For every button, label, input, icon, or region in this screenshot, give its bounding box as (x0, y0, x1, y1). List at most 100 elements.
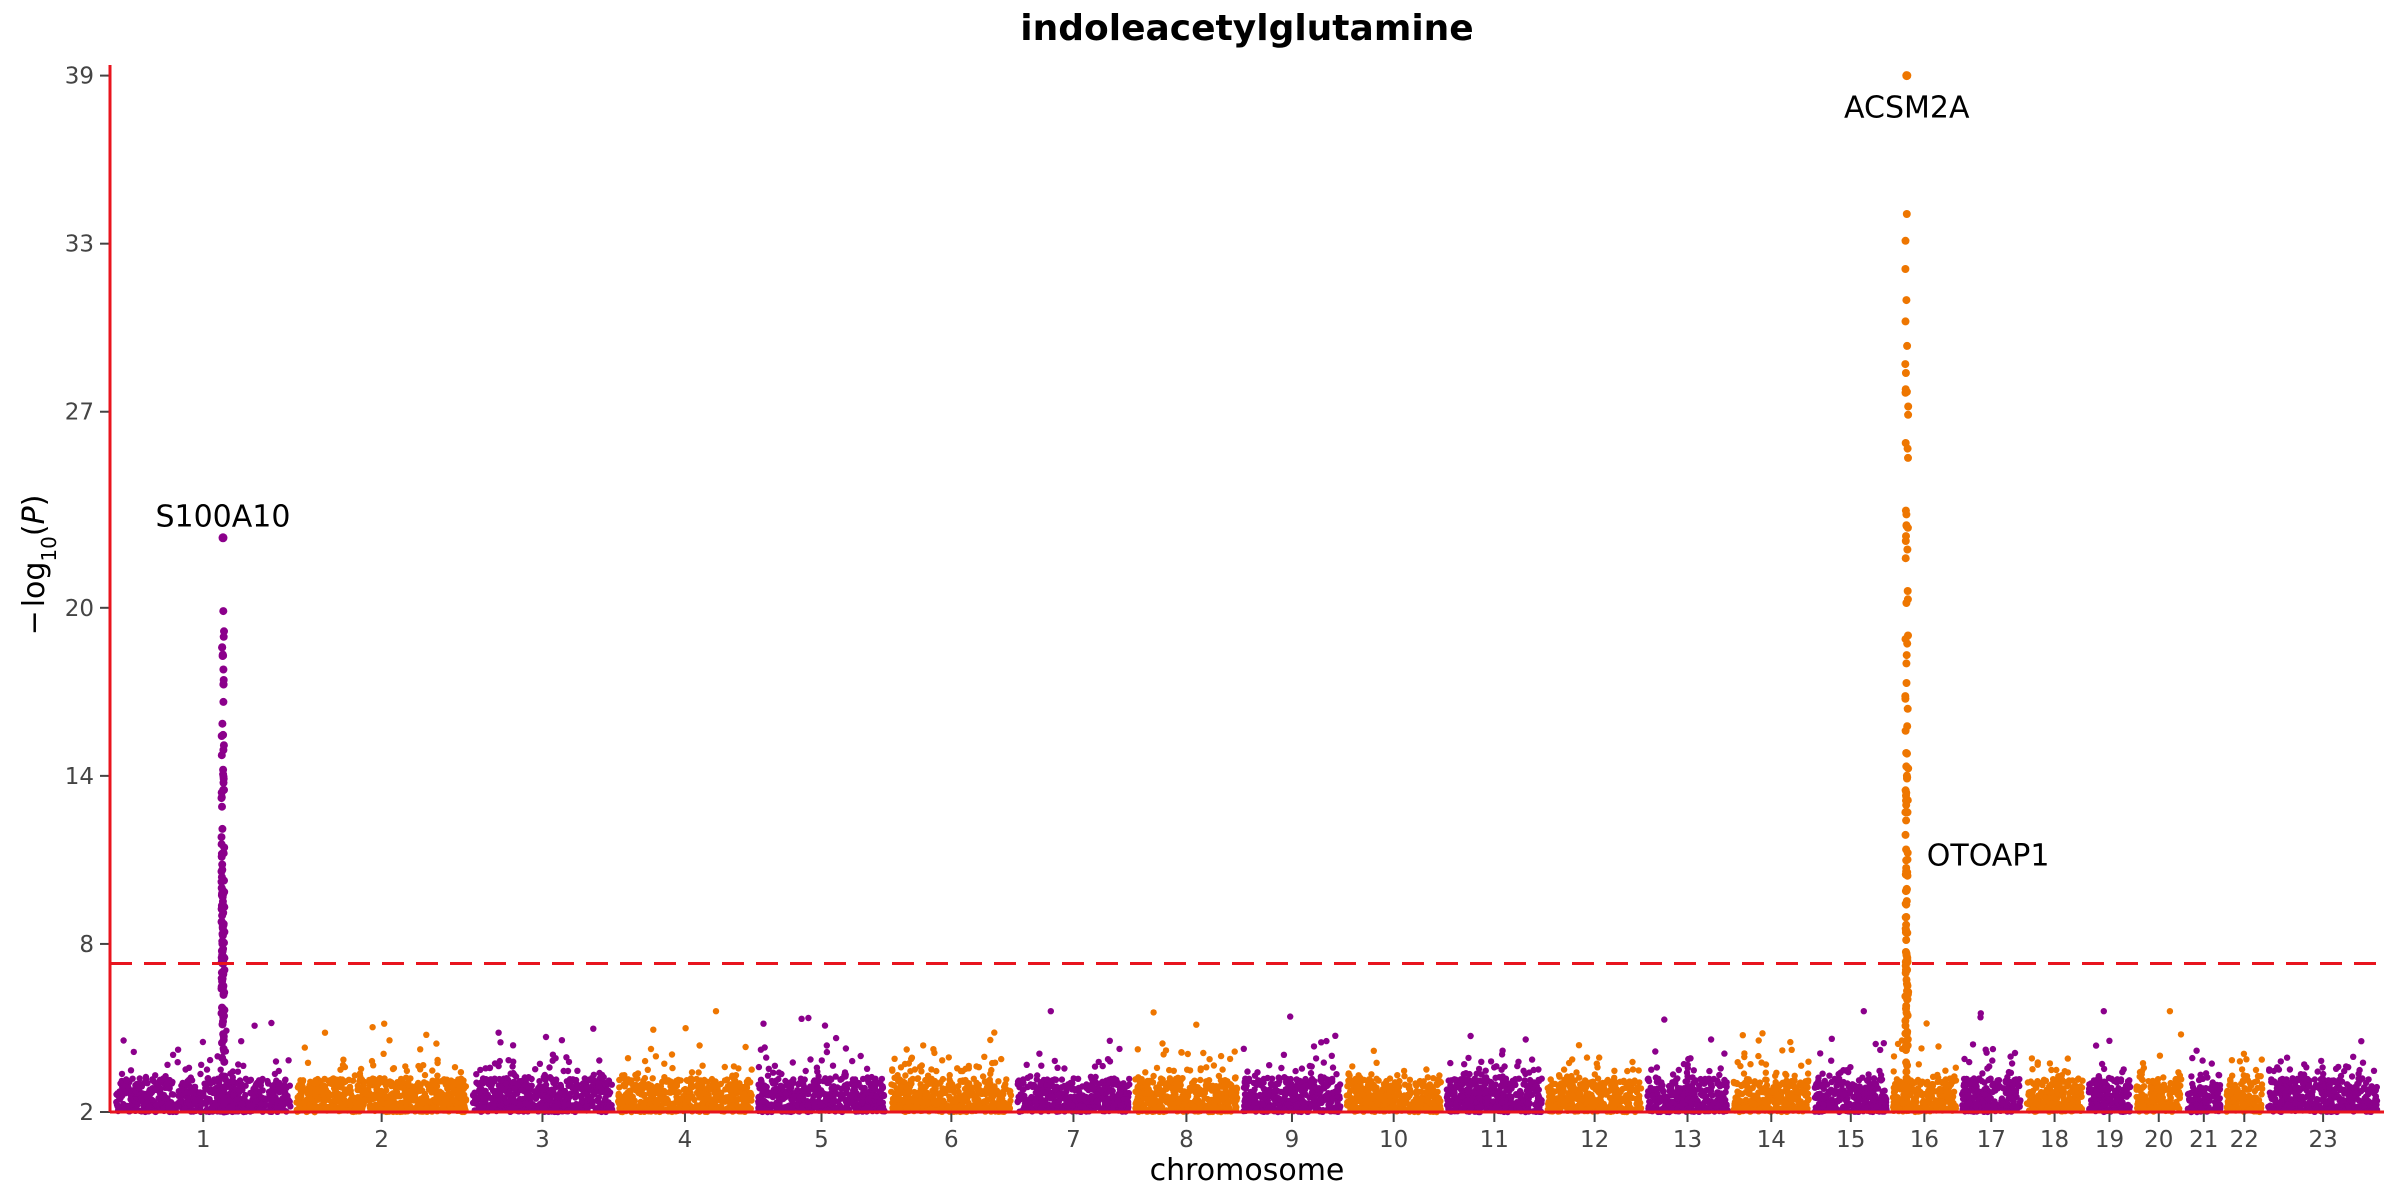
data-point (217, 1066, 224, 1073)
data-point (149, 1077, 156, 1084)
data-point (740, 1090, 748, 1098)
data-point (370, 1062, 377, 1069)
data-point (1232, 1075, 1239, 1082)
data-point (197, 1070, 204, 1078)
data-point (1307, 1069, 1315, 1077)
data-point (451, 1064, 459, 1071)
data-point (1311, 1094, 1318, 1101)
data-point (662, 1096, 670, 1103)
data-point (818, 1102, 825, 1110)
data-point (939, 1057, 946, 1064)
data-point (235, 1061, 242, 1068)
data-point (761, 1044, 768, 1051)
data-point (1320, 1059, 1328, 1066)
data-point (928, 1066, 935, 1073)
data-point (999, 1095, 1006, 1103)
data-point (670, 1088, 677, 1095)
data-point (252, 1085, 259, 1093)
data-point (1201, 1094, 1208, 1102)
data-point (305, 1104, 313, 1111)
data-point (821, 1022, 829, 1029)
data-point (667, 1103, 674, 1110)
data-point (1231, 1048, 1238, 1055)
data-point (391, 1102, 398, 1110)
data-point (1104, 1056, 1112, 1063)
data-point (572, 1076, 580, 1084)
data-point (1132, 1105, 1139, 1112)
data-point (1123, 1096, 1131, 1103)
data-point (928, 1093, 935, 1100)
data-point (1306, 1062, 1314, 1070)
data-point (1328, 1052, 1336, 1060)
data-point (773, 1085, 780, 1093)
data-point (271, 1070, 279, 1078)
data-point (1423, 1066, 1430, 1073)
data-point (973, 1079, 980, 1087)
data-point (133, 1080, 141, 1088)
data-point (854, 1082, 861, 1089)
data-point (261, 1095, 268, 1102)
data-points (113, 71, 2381, 1116)
data-point (240, 1062, 247, 1070)
data-point (1160, 1080, 1168, 1087)
data-point (1075, 1084, 1083, 1092)
data-point (1352, 1075, 1359, 1083)
data-point (1047, 1008, 1055, 1015)
data-point (321, 1083, 329, 1090)
data-point (272, 1058, 280, 1065)
data-point (120, 1037, 127, 1044)
data-point (1317, 1076, 1324, 1084)
data-point (712, 1008, 720, 1015)
data-point (586, 1076, 593, 1084)
data-point (797, 1075, 805, 1082)
data-point (755, 1063, 763, 1071)
data-point (907, 1068, 914, 1075)
data-point (486, 1064, 493, 1072)
data-point (684, 1077, 691, 1085)
data-point (1051, 1086, 1059, 1093)
data-point (940, 1097, 947, 1104)
data-point (1126, 1075, 1133, 1083)
data-point (686, 1085, 694, 1093)
data-point (771, 1062, 779, 1070)
data-point (811, 1080, 818, 1087)
data-point (285, 1057, 292, 1064)
data-point (674, 1105, 682, 1112)
data-point (1188, 1085, 1196, 1093)
data-point (1216, 1082, 1224, 1090)
data-point (395, 1079, 402, 1086)
data-point (640, 1099, 648, 1107)
data-point (1206, 1056, 1213, 1063)
data-point (234, 1096, 241, 1103)
chart-title: indoleacetylglutamine (1020, 8, 1473, 49)
data-point (1166, 1076, 1174, 1084)
data-point (790, 1093, 797, 1100)
data-point (416, 1087, 423, 1095)
data-point (989, 1103, 996, 1111)
data-point (567, 1080, 574, 1087)
data-point (991, 1029, 998, 1036)
data-point (1254, 1081, 1262, 1088)
data-point (963, 1096, 971, 1103)
data-point (174, 1046, 182, 1053)
data-point (369, 1023, 376, 1031)
data-point (668, 1051, 676, 1058)
data-point (304, 1059, 312, 1067)
data-point (510, 1078, 517, 1086)
data-point (539, 1086, 546, 1093)
data-point (1109, 1092, 1116, 1099)
data-point (832, 1034, 840, 1042)
data-point (733, 1102, 741, 1109)
data-point (891, 1055, 898, 1063)
data-point (627, 1078, 634, 1086)
data-point (1157, 1096, 1165, 1104)
data-point (841, 1082, 849, 1089)
data-point (166, 1076, 173, 1084)
data-point (397, 1092, 404, 1100)
data-point (436, 1099, 443, 1107)
data-point (357, 1065, 365, 1073)
data-point (659, 1078, 666, 1086)
data-point (598, 1086, 605, 1094)
data-point (1133, 1098, 1140, 1106)
data-point (1093, 1098, 1101, 1105)
